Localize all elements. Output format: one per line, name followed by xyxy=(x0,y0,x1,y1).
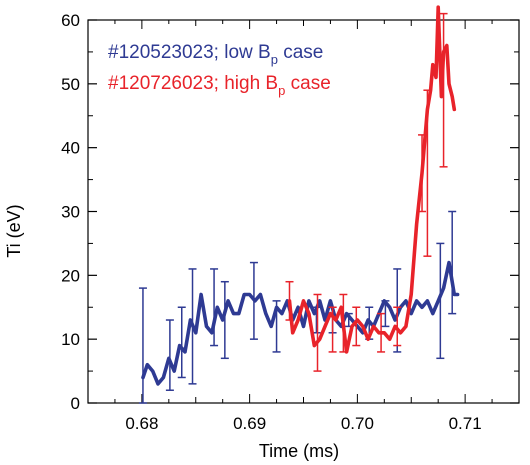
series-line xyxy=(141,260,460,386)
x-tick-label: 0.70 xyxy=(341,414,374,433)
y-tick-label: 40 xyxy=(61,139,80,158)
series-high-bp xyxy=(285,5,457,372)
y-axis-label: Ti (eV) xyxy=(4,204,24,257)
y-tick-label: 50 xyxy=(61,75,80,94)
series-line xyxy=(287,5,457,354)
x-tick-label: 0.71 xyxy=(449,414,482,433)
y-tick-label: 10 xyxy=(61,330,80,349)
legend-entry-low-bp: #120523023; low Bp case xyxy=(108,42,323,67)
plot-area xyxy=(138,5,460,404)
x-axis-label: Time (ms) xyxy=(259,441,339,461)
y-tick-label: 30 xyxy=(61,203,80,222)
y-axis: 0 10 20 30 40 50 60 xyxy=(61,11,519,413)
y-tick-label: 60 xyxy=(61,11,80,30)
y-tick-label: 20 xyxy=(61,266,80,285)
x-tick-label: 0.69 xyxy=(233,414,266,433)
x-tick-label: 0.68 xyxy=(125,414,158,433)
legend: #120523023; low Bp case #120726023; high… xyxy=(108,42,331,98)
y-tick-label: 0 xyxy=(71,394,80,413)
legend-entry-high-bp: #120726023; high Bp case xyxy=(108,73,331,98)
x-axis: 0.68 0.69 0.70 0.71 xyxy=(87,20,520,433)
